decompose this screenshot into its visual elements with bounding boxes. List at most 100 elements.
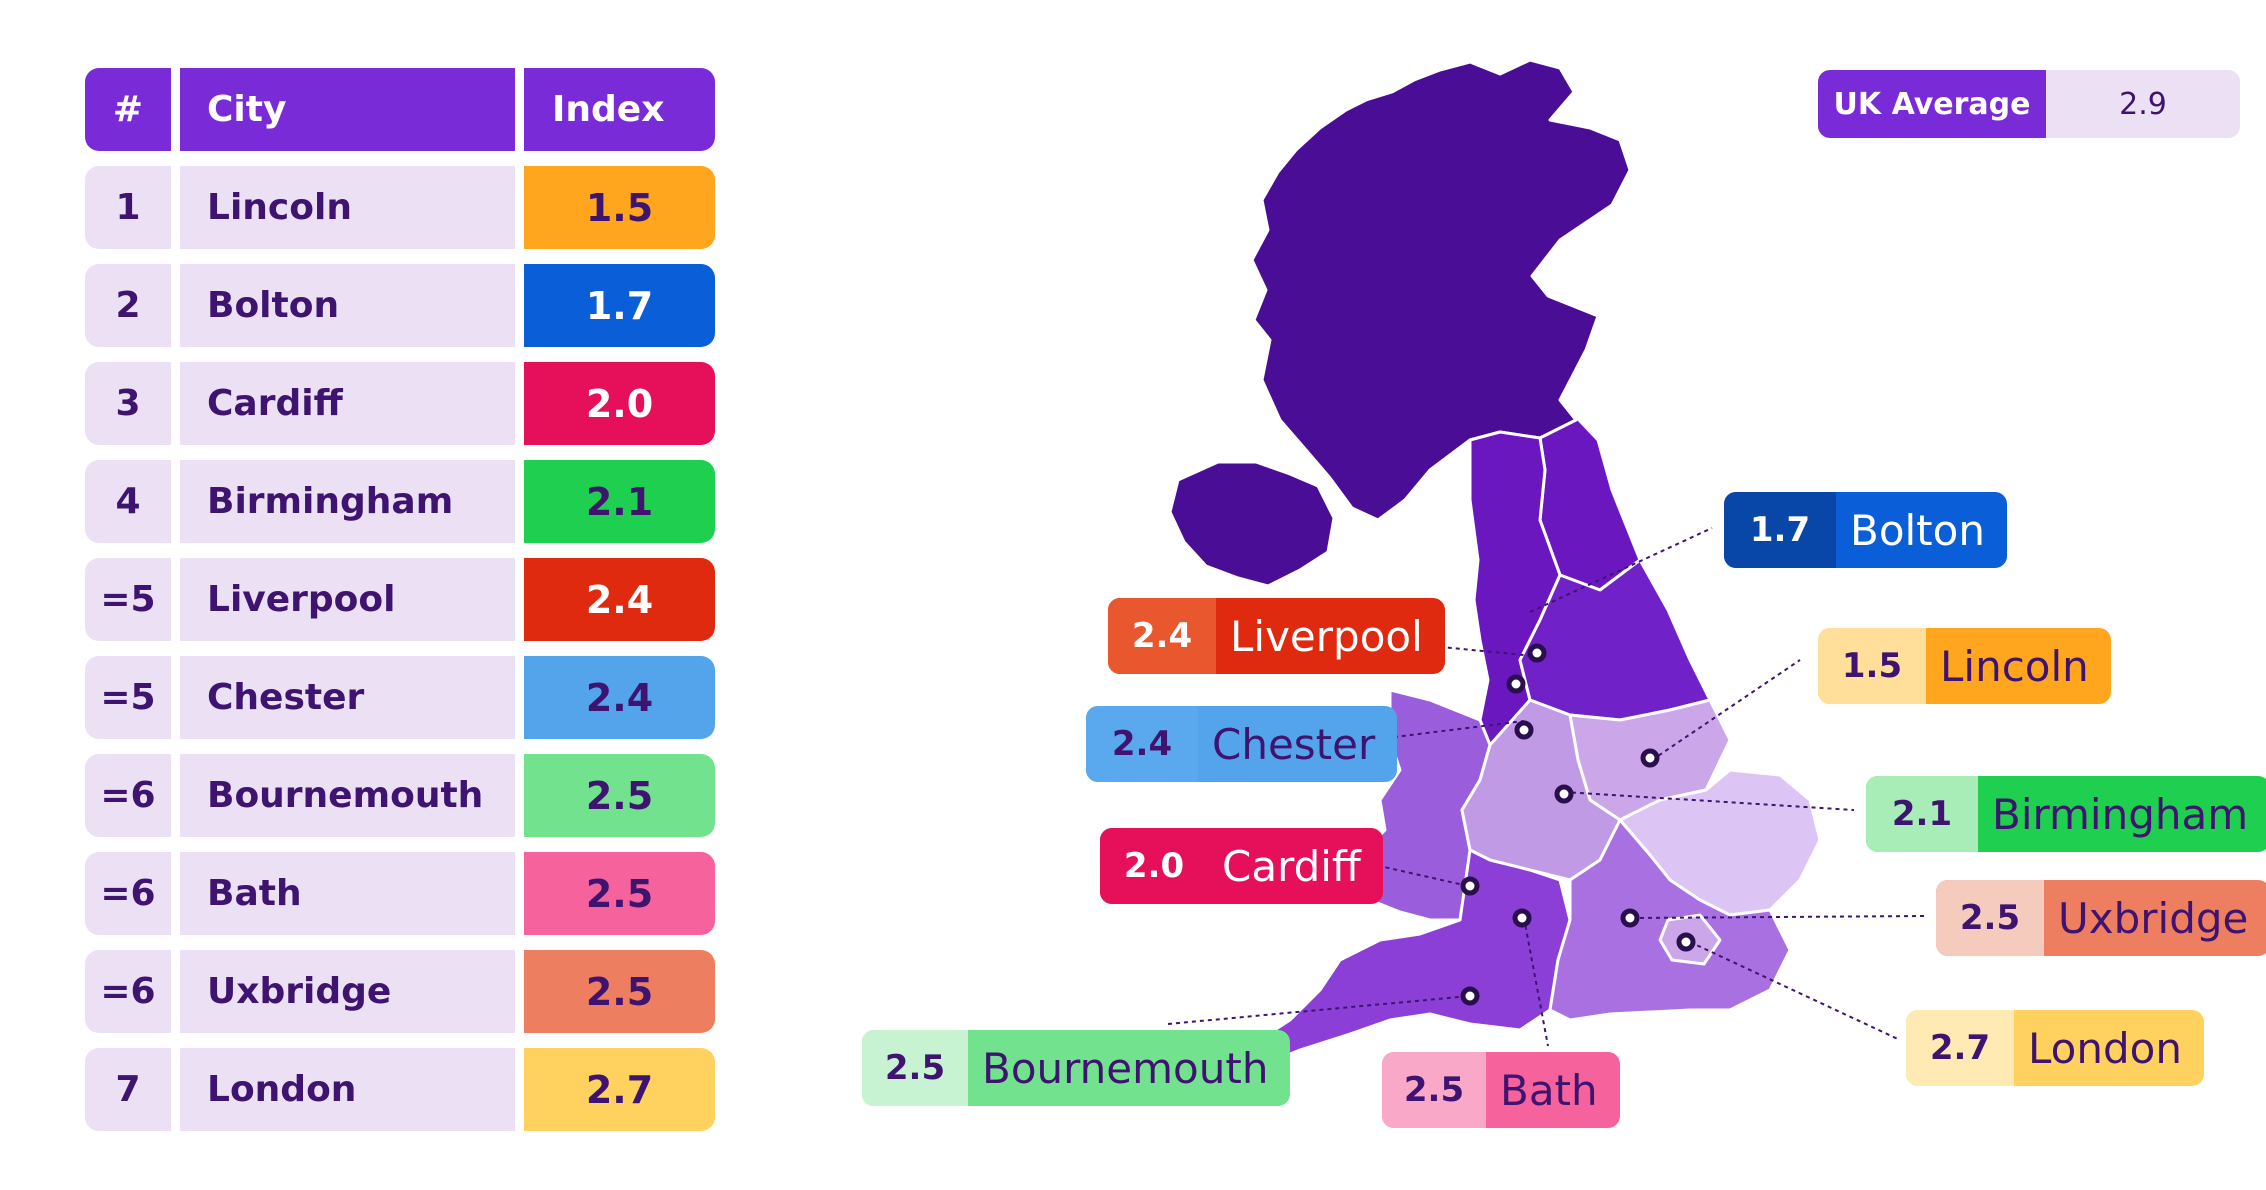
index-cell: 2.1: [524, 460, 715, 543]
map-label-value: 2.5: [862, 1030, 968, 1106]
leader-bolton: [1529, 527, 1713, 613]
rank-cell: 3: [85, 362, 171, 445]
index-cell: 2.5: [524, 852, 715, 935]
pin-liverpool: [1506, 674, 1526, 694]
table-row: =6 Bath 2.5: [85, 852, 715, 935]
region-northern-ireland: [1168, 460, 1336, 588]
map-label-city: Chester: [1212, 719, 1376, 769]
table-row: 7 London 2.7: [85, 1048, 715, 1131]
pin-london: [1676, 932, 1696, 952]
header-rank: #: [85, 68, 171, 151]
map-label-cardiff: 2.0 Cardiff: [1100, 828, 1383, 904]
table-row: =6 Uxbridge 2.5: [85, 950, 715, 1033]
map-label-birmingham: 2.1 Birmingham: [1866, 776, 2266, 852]
index-cell: 1.7: [524, 264, 715, 347]
city-cell: Uxbridge: [180, 950, 515, 1033]
table-header-row: # City Index: [85, 68, 715, 151]
leader-birmingham: [1563, 791, 1855, 811]
leader-bath: [1523, 917, 1549, 1047]
map-label-value: 1.7: [1724, 492, 1836, 568]
rank-cell: 1: [85, 166, 171, 249]
leader-bournemouth: [1167, 995, 1471, 1025]
index-cell: 2.4: [524, 558, 715, 641]
map-label-city: Birmingham: [1992, 789, 2249, 839]
ranking-table: # City Index 1 Lincoln 1.5 2 Bolton 1.7 3 Cardi…: [85, 68, 715, 1146]
table-row: =5 Liverpool 2.4: [85, 558, 715, 641]
map-label-city: Bournemouth: [982, 1043, 1269, 1093]
pin-cardiff: [1460, 876, 1480, 896]
header-index: Index: [524, 68, 715, 151]
city-cell: Bournemouth: [180, 754, 515, 837]
map-label-city: Bath: [1500, 1065, 1598, 1115]
region-south-west: [1248, 848, 1572, 1068]
rank-cell: =6: [85, 950, 171, 1033]
map-label-bolton: 1.7 Bolton: [1724, 492, 2007, 568]
map-label-value: 1.5: [1818, 628, 1926, 704]
city-cell: Bolton: [180, 264, 515, 347]
map-label-city: Cardiff: [1222, 841, 1361, 891]
map-label-value: 2.4: [1108, 598, 1216, 674]
rank-cell: 2: [85, 264, 171, 347]
pin-chester: [1514, 720, 1534, 740]
map-label-city: Uxbridge: [2058, 893, 2249, 943]
rank-cell: =6: [85, 754, 171, 837]
map-label-city: London: [2028, 1023, 2182, 1073]
table-row: 1 Lincoln 1.5: [85, 166, 715, 249]
map-label-city: Lincoln: [1940, 641, 2089, 691]
map-label-uxbridge: 2.5 Uxbridge: [1936, 880, 2266, 956]
map-label-value: 2.1: [1866, 776, 1978, 852]
index-cell: 2.7: [524, 1048, 715, 1131]
map-label-value: 2.0: [1100, 828, 1208, 904]
pin-lincoln: [1640, 748, 1660, 768]
map-label-city: Bolton: [1850, 505, 1985, 555]
pin-uxbridge: [1620, 908, 1640, 928]
uk-average-badge: UK Average 2.9: [1818, 70, 2240, 138]
rank-cell: =5: [85, 558, 171, 641]
city-cell: Birmingham: [180, 460, 515, 543]
index-cell: 1.5: [524, 166, 715, 249]
map-label-value: 2.5: [1936, 880, 2044, 956]
city-cell: Chester: [180, 656, 515, 739]
city-cell: Cardiff: [180, 362, 515, 445]
city-cell: Bath: [180, 852, 515, 935]
map-label-bournemouth: 2.5 Bournemouth: [862, 1030, 1291, 1106]
pin-bournemouth: [1460, 986, 1480, 1006]
table-row: 3 Cardiff 2.0: [85, 362, 715, 445]
index-cell: 2.0: [524, 362, 715, 445]
leader-london: [1689, 941, 1901, 1041]
region-scotland: [1250, 58, 1632, 522]
index-cell: 2.5: [524, 950, 715, 1033]
map-label-city: Liverpool: [1230, 611, 1423, 661]
index-cell: 2.5: [524, 754, 715, 837]
city-cell: Liverpool: [180, 558, 515, 641]
rank-cell: 7: [85, 1048, 171, 1131]
leader-lincoln: [1651, 659, 1801, 761]
rank-cell: =6: [85, 852, 171, 935]
header-city: City: [180, 68, 515, 151]
map-label-value: 2.4: [1086, 706, 1198, 782]
index-cell: 2.4: [524, 656, 715, 739]
uk-average-value: 2.9: [2046, 70, 2240, 138]
map-label-value: 2.7: [1906, 1010, 2014, 1086]
table-row: =6 Bournemouth 2.5: [85, 754, 715, 837]
city-cell: Lincoln: [180, 166, 515, 249]
pin-bolton: [1527, 643, 1547, 663]
leader-liverpool: [1399, 642, 1535, 657]
map-label-chester: 2.4 Chester: [1086, 706, 1398, 782]
map-label-liverpool: 2.4 Liverpool: [1108, 598, 1445, 674]
rank-cell: 4: [85, 460, 171, 543]
table-row: =5 Chester 2.4: [85, 656, 715, 739]
map-label-london: 2.7 London: [1906, 1010, 2204, 1086]
table-row: 4 Birmingham 2.1: [85, 460, 715, 543]
leader-uxbridge: [1631, 915, 1925, 919]
table-row: 2 Bolton 1.7: [85, 264, 715, 347]
city-cell: London: [180, 1048, 515, 1131]
pin-bath: [1512, 908, 1532, 928]
rank-cell: =5: [85, 656, 171, 739]
pin-birmingham: [1554, 784, 1574, 804]
map-label-lincoln: 1.5 Lincoln: [1818, 628, 2111, 704]
uk-average-label: UK Average: [1818, 70, 2046, 138]
map-label-value: 2.5: [1382, 1052, 1486, 1128]
map-label-bath: 2.5 Bath: [1382, 1052, 1620, 1128]
